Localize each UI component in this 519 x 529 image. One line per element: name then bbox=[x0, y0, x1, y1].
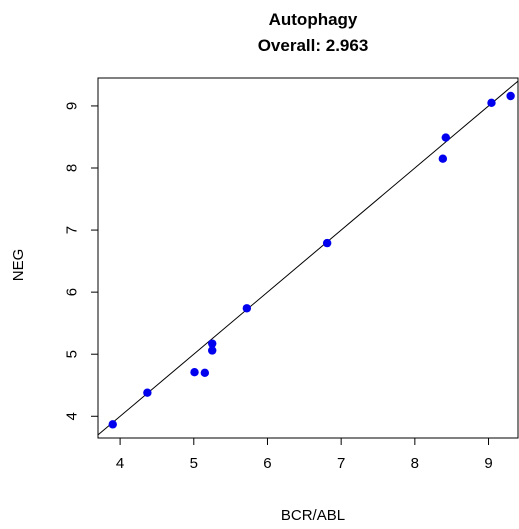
y-tick-label: 5 bbox=[63, 350, 80, 358]
data-points bbox=[108, 91, 515, 429]
y-tick-label: 7 bbox=[63, 226, 80, 234]
reference-line bbox=[97, 80, 519, 436]
x-tick-label: 5 bbox=[190, 455, 198, 472]
reference-line-layer bbox=[97, 80, 519, 436]
data-point bbox=[108, 420, 117, 429]
y-tick-label: 8 bbox=[63, 164, 80, 172]
data-point bbox=[190, 368, 199, 377]
data-point bbox=[506, 91, 515, 101]
data-point bbox=[487, 98, 496, 108]
data-point bbox=[322, 238, 332, 248]
y-axis-label: NEG bbox=[10, 249, 27, 282]
x-tick-label: 4 bbox=[116, 455, 124, 472]
y-tick-label: 9 bbox=[63, 102, 80, 110]
chart-subtitle: Overall: 2.963 bbox=[258, 36, 369, 55]
x-tick-label: 9 bbox=[484, 455, 492, 472]
x-axis-label: BCR/ABL bbox=[281, 507, 345, 524]
x-tick-label: 7 bbox=[337, 455, 345, 472]
data-point bbox=[441, 133, 450, 142]
y-axis: 4 5 6 7 8 9 bbox=[63, 102, 99, 420]
data-point bbox=[438, 154, 448, 163]
x-axis: 4 5 6 7 8 9 bbox=[116, 437, 493, 472]
data-point bbox=[242, 304, 252, 313]
data-point bbox=[200, 368, 210, 378]
chart-title: Autophagy bbox=[269, 10, 358, 29]
x-tick-label: 8 bbox=[411, 455, 419, 472]
y-tick-label: 4 bbox=[63, 412, 80, 420]
y-tick-label: 6 bbox=[63, 288, 80, 296]
data-point bbox=[208, 346, 217, 355]
x-tick-label: 6 bbox=[263, 455, 271, 472]
data-point bbox=[208, 339, 217, 348]
data-point bbox=[143, 388, 152, 397]
